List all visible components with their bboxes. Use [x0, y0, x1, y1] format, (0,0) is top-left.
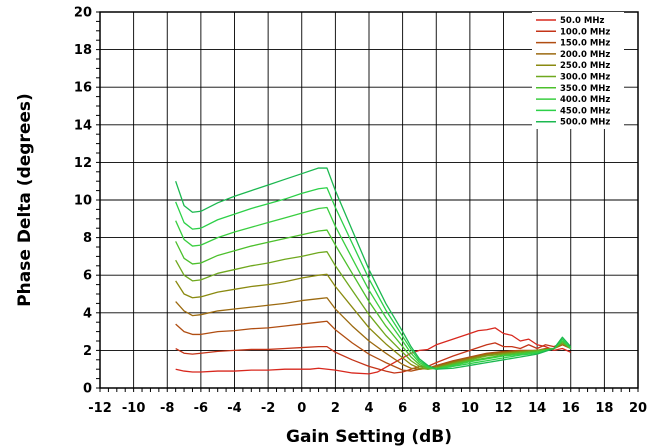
legend-label: 100.0 MHz [560, 27, 610, 37]
series-line [175, 229, 572, 369]
legend-label: 450.0 MHz [560, 106, 610, 116]
x-tick-label: 10 [461, 401, 479, 416]
x-tick-label: -4 [227, 401, 241, 416]
x-tick-label: 0 [297, 401, 306, 416]
y-tick-label: 10 [74, 194, 92, 209]
x-tick-label: 12 [494, 401, 512, 416]
y-tick-label: 2 [83, 344, 92, 359]
legend-label: 300.0 MHz [560, 73, 610, 83]
legend-label: 350.0 MHz [560, 84, 610, 94]
x-tick-label: 4 [364, 401, 373, 416]
series-line [175, 187, 572, 370]
x-tick-label: 16 [562, 401, 580, 416]
x-tick-label: 20 [629, 401, 647, 416]
legend-label: 500.0 MHz [560, 118, 610, 128]
y-tick-label: 12 [74, 156, 92, 171]
series-line [175, 297, 572, 370]
y-tick-label: 18 [74, 43, 92, 58]
x-tick-label: -10 [122, 401, 146, 416]
y-tick-labels: 0 2 4 6 8 10 12 14 16 18 20 [74, 6, 92, 397]
x-tick-labels: -12 -10 -8 -6 -4 -2 0 2 4 6 8 10 12 14 16 18 20 [88, 401, 647, 416]
plot-frame [99, 11, 639, 389]
legend-label: 400.0 MHz [560, 95, 610, 105]
x-tick-label: 8 [432, 401, 441, 416]
x-tick-label: 18 [595, 401, 613, 416]
x-tick-label: -2 [261, 401, 275, 416]
legend-label: 50.0 MHz [560, 16, 605, 26]
series-lines [175, 167, 572, 375]
series-line [175, 273, 572, 370]
series-line [175, 251, 572, 370]
y-tick-label: 20 [74, 6, 92, 21]
y-tick-label: 14 [74, 118, 92, 133]
x-tick-label: 14 [528, 401, 546, 416]
y-tick-label: 0 [83, 382, 92, 397]
x-tick-label: 2 [331, 401, 340, 416]
y-tick-label: 4 [83, 306, 92, 321]
x-tick-label: -12 [88, 401, 112, 416]
legend-label: 200.0 MHz [560, 50, 610, 60]
gridlines [100, 12, 638, 388]
y-tick-label: 8 [83, 231, 92, 246]
x-tick-label: -6 [194, 401, 208, 416]
y-tick-label: 6 [83, 269, 92, 284]
series-line [175, 167, 572, 370]
legend-label: 150.0 MHz [560, 39, 610, 49]
x-tick-label: -8 [160, 401, 174, 416]
y-axis-title: Phase Delta (degrees) [15, 93, 35, 307]
y-tick-label: 16 [74, 81, 92, 96]
legend-label: 250.0 MHz [560, 61, 610, 71]
series-line [175, 206, 572, 370]
x-axis-title: Gain Setting (dB) [286, 427, 452, 447]
series-line [175, 342, 572, 374]
x-tick-label: 6 [398, 401, 407, 416]
series-line [175, 320, 571, 372]
